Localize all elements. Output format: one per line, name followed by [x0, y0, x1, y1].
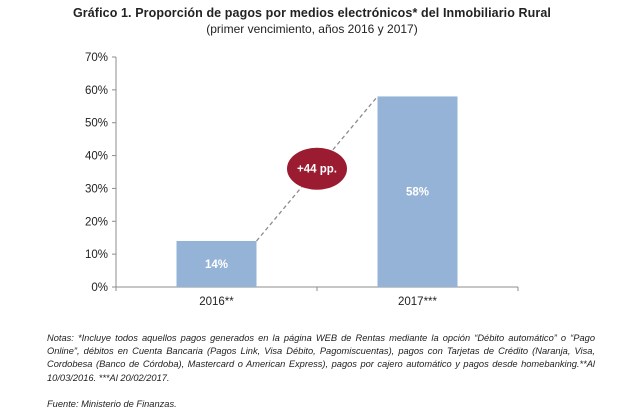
y-tick-label: 30%: [85, 183, 108, 195]
chart-title: Gráfico 1. Proporción de pagos por medio…: [72, 6, 552, 20]
y-tick-label: 10%: [85, 249, 108, 261]
bar: [176, 241, 257, 287]
bar-value-label: 58%: [406, 187, 429, 199]
y-tick-label: 0%: [91, 282, 108, 294]
bar-chart: 0% 10% 20% 30% 40% 50% 60% 70% 2016** 2017*** 14%…: [85, 52, 519, 308]
source-note: Fuente: Ministerio de Finanzas.: [47, 399, 177, 409]
x-tick-label: 2016**: [199, 296, 234, 308]
chart-subtitle: (primer vencimiento, años 2016 y 2017): [206, 22, 418, 36]
y-tick-label: 40%: [85, 151, 108, 163]
bar: [377, 96, 458, 287]
y-tick-label: 20%: [85, 216, 108, 228]
footnote: Notas: *Incluye todos aquellos pagos gen…: [47, 333, 595, 383]
y-tick-label: 50%: [85, 118, 108, 130]
bar-value-label: 14%: [205, 259, 228, 271]
change-badge: [287, 147, 347, 190]
change-badge-label: +44 pp.: [297, 164, 337, 176]
x-tick-label: 2017***: [398, 296, 438, 308]
y-tick-label: 60%: [85, 85, 108, 97]
y-tick-label: 70%: [85, 52, 108, 64]
